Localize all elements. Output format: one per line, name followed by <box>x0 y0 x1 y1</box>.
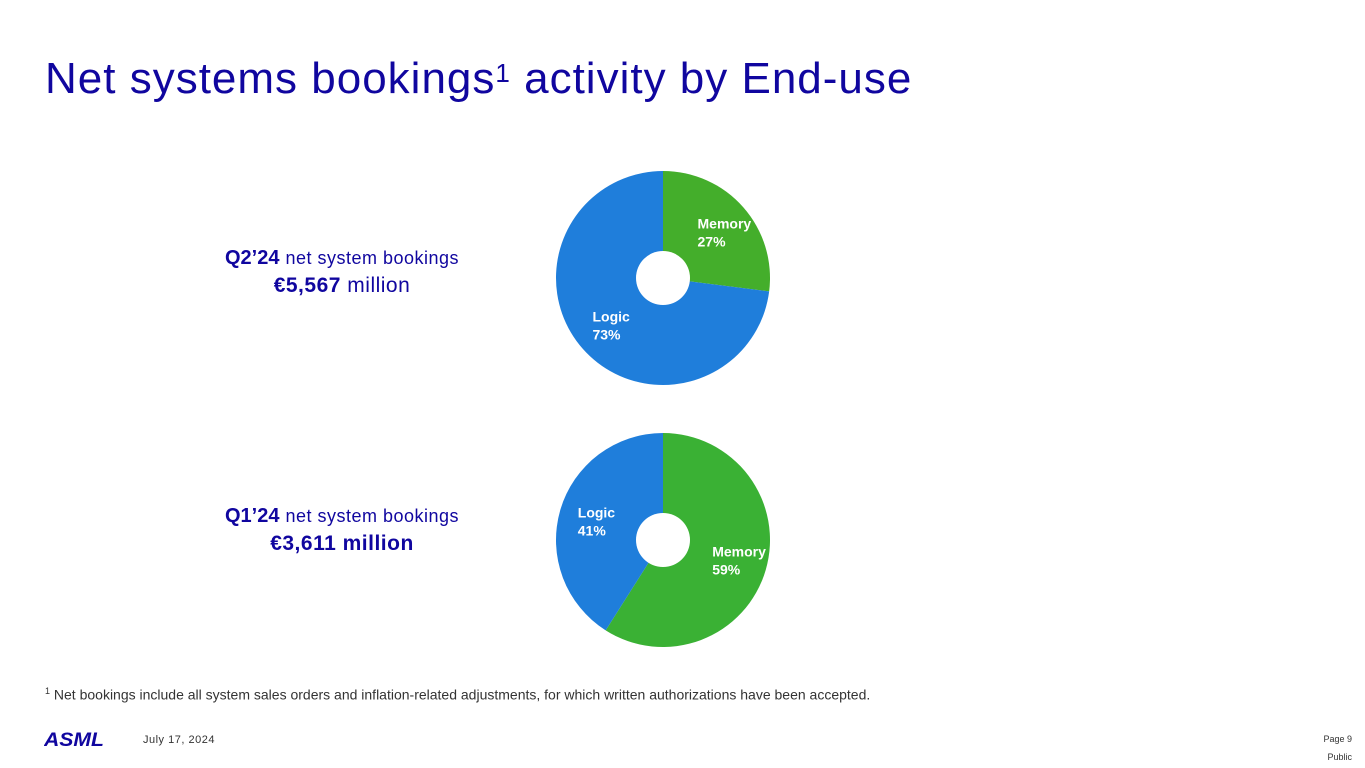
slice-value-memory: 59% <box>712 562 741 578</box>
slice-memory <box>663 171 770 292</box>
slice-value-memory: 27% <box>698 234 727 250</box>
q2-bookings-label: Q2’24 net system bookings €5,567 million <box>207 247 477 298</box>
q1-caption: net system bookings <box>285 506 460 526</box>
slice-label-logic: Logic <box>592 308 630 324</box>
footnote-marker: 1 <box>45 686 51 696</box>
footnote-text: Net bookings include all system sales or… <box>50 686 871 703</box>
title-footnote-marker: 1 <box>495 58 511 88</box>
slice-logic <box>556 433 663 631</box>
page-title: Net systems bookings1 activity by End-us… <box>45 54 912 104</box>
q1-amount: €3,611 million <box>270 532 414 555</box>
slice-label-logic: Logic <box>578 504 616 520</box>
slice-label-memory: Memory <box>698 216 752 232</box>
q2-caption: net system bookings <box>285 248 460 268</box>
footer-date: July 17, 2024 <box>143 734 215 746</box>
q2-amount: €5,567 <box>273 274 341 297</box>
donut-hole <box>636 251 690 305</box>
q1-period: Q1’24 <box>224 505 280 527</box>
slice-label-memory: Memory <box>712 544 766 560</box>
q2-period: Q2’24 <box>224 247 280 269</box>
asml-logo: ASML <box>44 730 104 748</box>
slice-value-logic: 41% <box>578 522 607 538</box>
donut-hole <box>636 513 690 567</box>
title-main: Net systems bookings <box>45 54 496 103</box>
q1-donut-chart: Memory 59% Logic 41% <box>556 433 770 647</box>
title-rest: activity by End-use <box>510 54 913 103</box>
logo-text: ASML <box>44 730 104 748</box>
slice-value-logic: 73% <box>592 326 621 342</box>
footnote: 1 Net bookings include all system sales … <box>45 686 870 703</box>
q2-amount-unit: million <box>347 274 411 297</box>
classification-label: Public <box>1327 752 1352 762</box>
q2-donut-chart: Memory 27% Logic 73% <box>556 171 770 385</box>
q1-bookings-label: Q1’24 net system bookings €3,611 million <box>207 505 477 556</box>
page-number: Page 9 <box>1323 734 1352 744</box>
